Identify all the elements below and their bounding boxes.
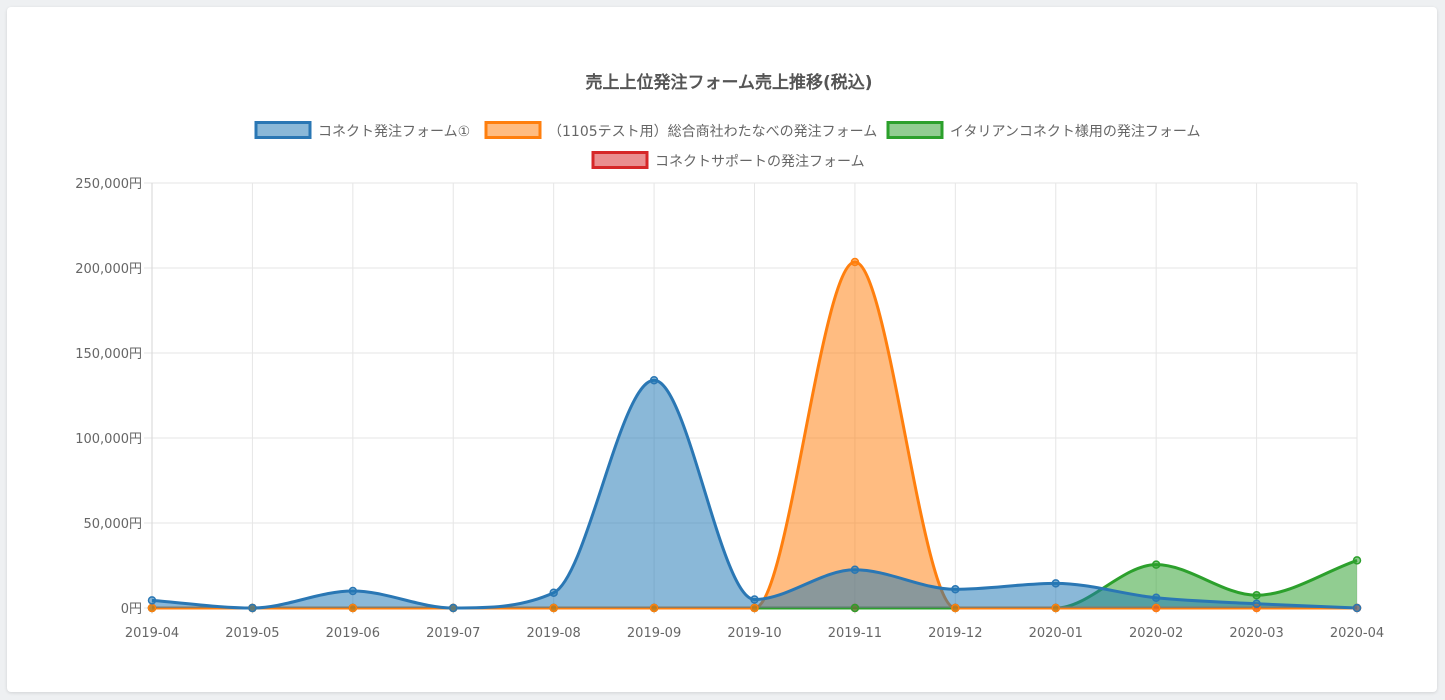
legend-item[interactable]: コネクトサポートの発注フォーム — [591, 151, 865, 171]
data-point[interactable] — [951, 585, 960, 594]
x-tick-label: 2020-04 — [1330, 626, 1384, 641]
chart-card: 売上上位発注フォーム売上推移(税込) コネクト発注フォーム① （1105テスト用）… — [7, 7, 1437, 692]
x-tick-label: 2019-11 — [828, 626, 882, 641]
x-tick-label: 2019-09 — [627, 626, 681, 641]
data-point[interactable] — [147, 603, 157, 613]
data-point[interactable] — [649, 603, 659, 613]
data-point[interactable] — [1151, 560, 1161, 569]
series-line — [151, 378, 1358, 610]
chart-legend: コネクト発注フォーム① （1105テスト用）総合商社わたなべの発注フォーム イタリア… — [254, 121, 1200, 171]
x-tick-label: 2019-12 — [928, 626, 982, 641]
data-point[interactable] — [1151, 603, 1161, 613]
legend-swatch — [254, 121, 312, 139]
x-axis-ticks: 2019-04 2019-05 2019-06 2019-07 2019-08 2019-… — [125, 626, 1384, 641]
y-tick-label: 50,000円 — [84, 517, 143, 532]
legend-label: イタリアンコネクト様用の発注フォーム — [950, 124, 1200, 140]
data-point[interactable] — [348, 586, 358, 596]
legend-item[interactable]: （1105テスト用）総合商社わたなべの発注フォーム — [484, 121, 877, 141]
legend-swatch — [484, 121, 542, 139]
x-tick-label: 2020-01 — [1029, 626, 1083, 641]
chart-points — [147, 257, 1362, 613]
data-point[interactable] — [248, 603, 257, 613]
data-point[interactable] — [449, 603, 458, 613]
data-point[interactable] — [1252, 599, 1261, 608]
y-tick-label: 200,000円 — [75, 262, 142, 277]
x-tick-label: 2020-02 — [1129, 626, 1183, 641]
x-tick-label: 2019-06 — [326, 626, 380, 641]
x-tick-label: 2019-07 — [426, 626, 480, 641]
y-axis-ticks: 0円 50,000円 100,000円 150,000円 200,000円 250,000… — [75, 177, 142, 617]
data-point[interactable] — [549, 603, 558, 613]
legend-swatch — [591, 151, 649, 169]
data-point[interactable] — [1252, 591, 1261, 600]
data-point[interactable] — [1051, 603, 1060, 613]
legend-label: コネクトサポートの発注フォーム — [655, 154, 865, 170]
data-point[interactable] — [348, 603, 358, 613]
legend-item[interactable]: イタリアンコネクト様用の発注フォーム — [886, 121, 1200, 141]
data-point[interactable] — [850, 603, 860, 613]
legend-item[interactable]: コネクト発注フォーム① — [254, 121, 470, 141]
legend-label: （1105テスト用）総合商社わたなべの発注フォーム — [548, 124, 877, 140]
data-point[interactable] — [750, 603, 759, 613]
legend-swatch — [886, 121, 944, 139]
data-point[interactable] — [1352, 603, 1362, 613]
x-tick-label: 2019-04 — [125, 626, 179, 641]
data-point[interactable] — [850, 565, 860, 574]
data-point[interactable] — [649, 375, 659, 385]
data-point[interactable] — [951, 603, 960, 613]
chart-grid — [144, 182, 1358, 614]
y-tick-label: 250,000円 — [75, 177, 142, 192]
chart-title: 売上上位発注フォーム売上推移(税込) — [585, 72, 872, 93]
y-tick-label: 150,000円 — [75, 347, 142, 362]
y-tick-label: 0円 — [121, 602, 142, 617]
x-tick-label: 2019-10 — [727, 626, 781, 641]
x-tick-label: 2019-05 — [225, 626, 279, 641]
sales-trend-chart: 売上上位発注フォーム売上推移(税込) コネクト発注フォーム① （1105テスト用）… — [75, 72, 1384, 641]
y-tick-label: 100,000円 — [75, 432, 142, 447]
x-tick-label: 2020-03 — [1229, 626, 1283, 641]
data-point[interactable] — [1051, 579, 1060, 588]
data-point[interactable] — [1352, 556, 1362, 565]
data-point[interactable] — [549, 588, 558, 597]
data-point[interactable] — [147, 596, 157, 605]
legend-label: コネクト発注フォーム① — [318, 124, 470, 140]
data-point[interactable] — [850, 257, 860, 267]
data-point[interactable] — [1151, 593, 1161, 603]
data-point[interactable] — [750, 595, 759, 604]
x-tick-label: 2019-08 — [527, 626, 581, 641]
